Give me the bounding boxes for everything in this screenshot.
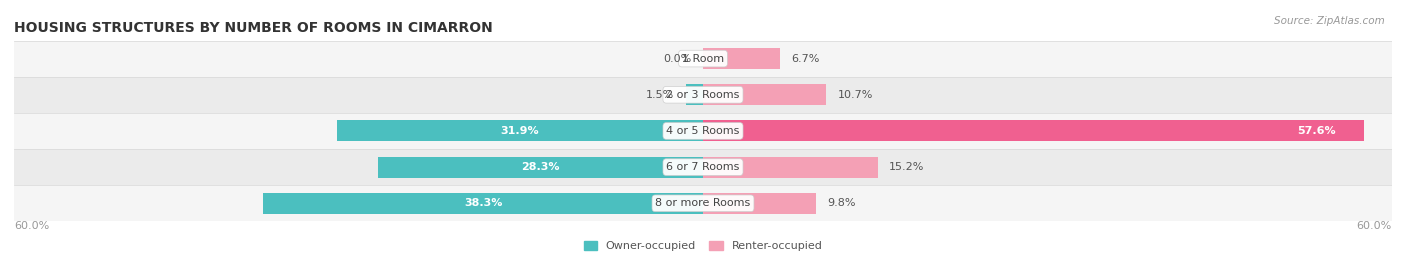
Text: Source: ZipAtlas.com: Source: ZipAtlas.com bbox=[1274, 16, 1385, 26]
Text: 0.0%: 0.0% bbox=[664, 53, 692, 64]
Text: 15.2%: 15.2% bbox=[889, 162, 924, 172]
Text: 1.5%: 1.5% bbox=[645, 90, 675, 100]
Bar bbox=[14, 113, 1392, 149]
Text: 9.8%: 9.8% bbox=[827, 198, 855, 208]
Text: 31.9%: 31.9% bbox=[501, 126, 538, 136]
Text: 60.0%: 60.0% bbox=[1357, 221, 1392, 231]
Bar bbox=[14, 40, 1392, 77]
Bar bbox=[703, 48, 780, 69]
Bar bbox=[703, 120, 1364, 141]
Text: 10.7%: 10.7% bbox=[838, 90, 873, 100]
Text: 2 or 3 Rooms: 2 or 3 Rooms bbox=[666, 90, 740, 100]
Bar bbox=[336, 120, 703, 141]
Text: 60.0%: 60.0% bbox=[14, 221, 49, 231]
Text: 1 Room: 1 Room bbox=[682, 53, 724, 64]
Bar bbox=[14, 185, 1392, 221]
Text: HOUSING STRUCTURES BY NUMBER OF ROOMS IN CIMARRON: HOUSING STRUCTURES BY NUMBER OF ROOMS IN… bbox=[14, 21, 494, 35]
Bar bbox=[703, 157, 877, 178]
Text: 4 or 5 Rooms: 4 or 5 Rooms bbox=[666, 126, 740, 136]
Bar bbox=[703, 84, 825, 105]
Text: 28.3%: 28.3% bbox=[522, 162, 560, 172]
Bar bbox=[703, 193, 815, 214]
Text: 38.3%: 38.3% bbox=[464, 198, 502, 208]
Bar bbox=[686, 84, 703, 105]
Bar bbox=[14, 149, 1392, 185]
Text: 8 or more Rooms: 8 or more Rooms bbox=[655, 198, 751, 208]
Bar bbox=[263, 193, 703, 214]
Text: 6 or 7 Rooms: 6 or 7 Rooms bbox=[666, 162, 740, 172]
Text: 57.6%: 57.6% bbox=[1298, 126, 1336, 136]
Legend: Owner-occupied, Renter-occupied: Owner-occupied, Renter-occupied bbox=[579, 236, 827, 256]
Text: 6.7%: 6.7% bbox=[792, 53, 820, 64]
Bar bbox=[14, 77, 1392, 113]
Bar bbox=[378, 157, 703, 178]
